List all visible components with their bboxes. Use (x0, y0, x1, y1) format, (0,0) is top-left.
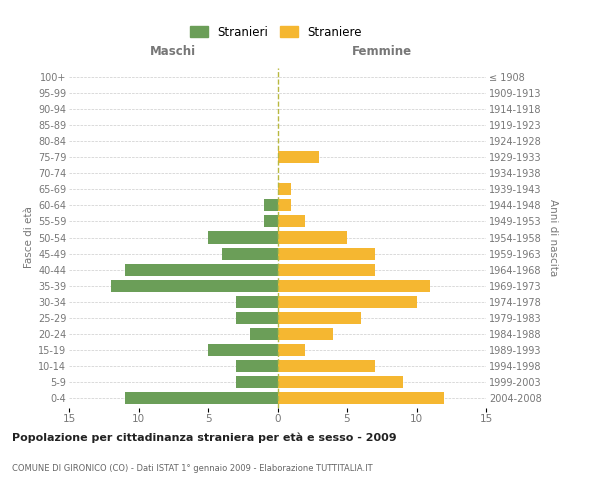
Bar (277, 360, 375, 372)
Text: COMUNE DI GIRONICO (CO) - Dati ISTAT 1° gennaio 2009 - Elaborazione TUTTITALIA.I: COMUNE DI GIRONICO (CO) - Dati ISTAT 1° … (12, 464, 373, 473)
Bar (277, 248, 375, 260)
Bar (277, 200, 292, 211)
Bar (111, 280, 277, 291)
Bar (277, 280, 430, 291)
Bar (236, 360, 277, 372)
Bar (277, 216, 305, 228)
Bar (277, 376, 403, 388)
Text: Femmine: Femmine (352, 45, 412, 58)
Bar (125, 392, 277, 404)
Bar (250, 328, 277, 340)
Bar (236, 376, 277, 388)
Bar (277, 344, 305, 356)
Bar (277, 296, 416, 308)
Y-axis label: Anni di nascita: Anni di nascita (548, 199, 558, 276)
Bar (277, 312, 361, 324)
Text: Maschi: Maschi (150, 45, 196, 58)
Bar (222, 248, 277, 260)
Bar (263, 216, 277, 228)
Bar (277, 392, 444, 404)
Y-axis label: Fasce di età: Fasce di età (23, 206, 34, 268)
Bar (263, 200, 277, 211)
Bar (236, 296, 277, 308)
Bar (236, 312, 277, 324)
Bar (277, 232, 347, 243)
Bar (277, 152, 319, 164)
Text: Popolazione per cittadinanza straniera per età e sesso - 2009: Popolazione per cittadinanza straniera p… (12, 432, 397, 443)
Bar (277, 184, 292, 196)
Bar (208, 232, 277, 243)
Bar (208, 344, 277, 356)
Bar (277, 328, 333, 340)
Legend: Stranieri, Straniere: Stranieri, Straniere (185, 21, 367, 44)
Bar (125, 264, 277, 276)
Bar (277, 264, 375, 276)
